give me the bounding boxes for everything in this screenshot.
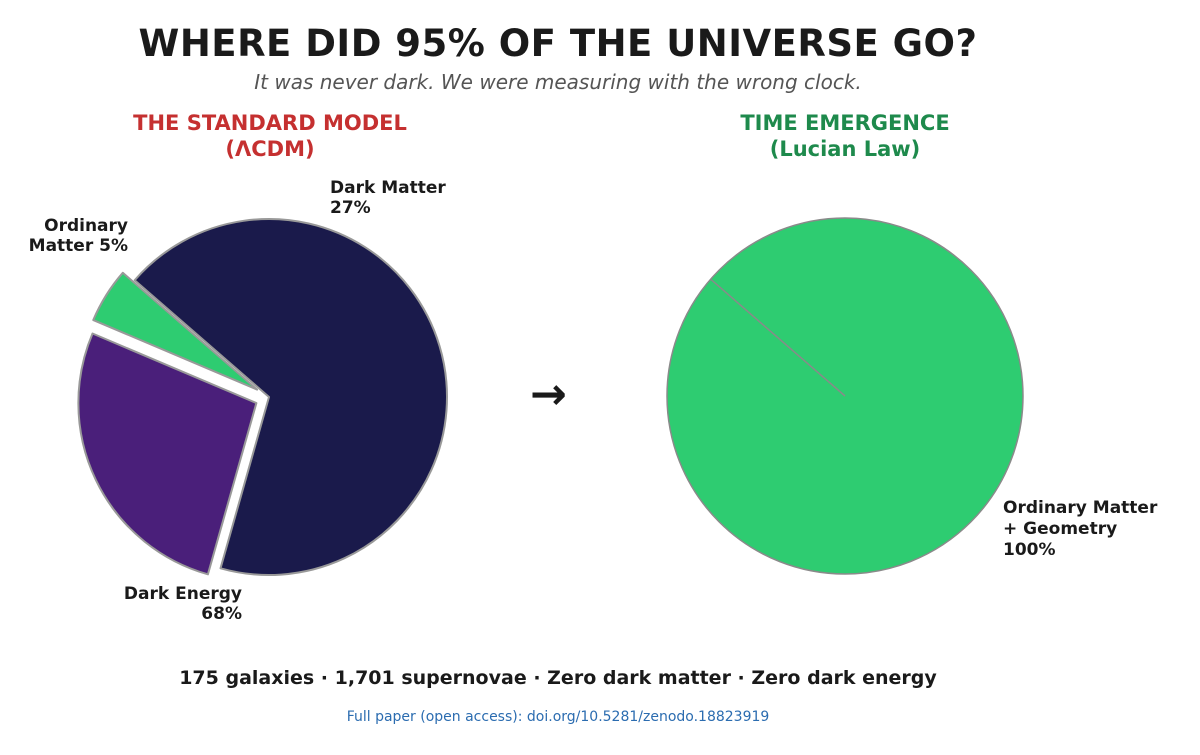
slice-label-ordinary-geometry-line1: Ordinary Matter	[1003, 498, 1158, 518]
slice-label-ordinary-matter-line1: Ordinary	[44, 216, 128, 236]
left-panel-title: THE STANDARD MODEL (ΛCDM)	[70, 110, 470, 162]
slice-label-ordinary-geometry-line3: 100%	[1003, 540, 1056, 560]
slice-label-dark-energy-line1: Dark Energy	[124, 584, 242, 604]
right-panel-title: TIME EMERGENCE (Lucian Law)	[645, 110, 1045, 162]
slice-label-ordinary-matter-line2: Matter 5%	[29, 236, 128, 256]
pie-seam-line	[710, 278, 846, 397]
slice-label-ordinary-geometry-line2: + Geometry	[1003, 519, 1117, 539]
slice-label-dark-matter-line1: Dark Matter	[330, 178, 446, 198]
slice-label-dark-energy-line2: 68%	[201, 604, 242, 624]
left-panel-title-line2: (ΛCDM)	[225, 137, 315, 161]
right-pie-chart	[666, 217, 1024, 575]
stats-line: 175 galaxies · 1,701 supernovae · Zero d…	[179, 667, 937, 689]
pie-slice-dark-matter-27	[77, 332, 258, 576]
left-pie-chart	[77, 218, 448, 576]
left-panel-title-line1: THE STANDARD MODEL	[133, 111, 407, 135]
arrow-right-icon: →	[530, 369, 567, 420]
chart-title: WHERE DID 95% OF THE UNIVERSE GO?	[138, 22, 978, 65]
paper-link[interactable]: Full paper (open access): doi.org/10.528…	[346, 709, 770, 725]
pie-slice-dark-energy-68	[133, 218, 448, 576]
pie-slice-ordinary-matter-5	[92, 271, 259, 391]
slice-label-dark-matter-line2: 27%	[330, 198, 371, 218]
right-panel-title-line2: (Lucian Law)	[769, 137, 921, 161]
chart-subtitle: It was never dark. We were measuring wit…	[254, 70, 862, 94]
right-panel-title-line1: TIME EMERGENCE	[740, 111, 950, 135]
